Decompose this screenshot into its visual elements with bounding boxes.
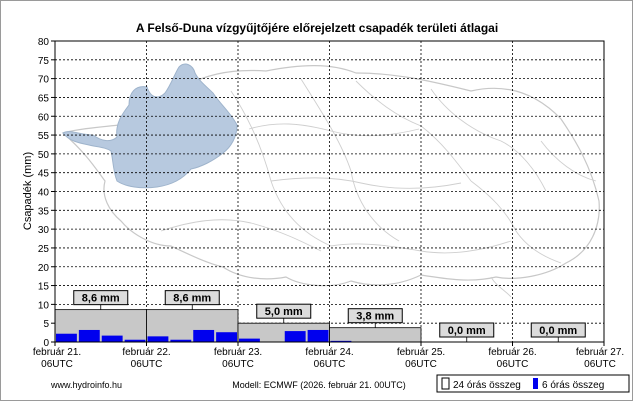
daily-value-box bbox=[347, 308, 403, 324]
six-hour-bar bbox=[239, 338, 260, 342]
y-tick-label: 45 bbox=[38, 169, 50, 180]
six-hour-bar bbox=[147, 336, 169, 342]
x-tick-label-date: február 27. bbox=[576, 347, 624, 358]
y-tick-label: 50 bbox=[38, 150, 50, 161]
model-info: Modell: ECMWF (2026. február 21. 00UTC) bbox=[232, 380, 406, 390]
six-hour-bar bbox=[170, 339, 192, 342]
y-tick-label: 20 bbox=[38, 263, 50, 274]
x-tick-label-time: 06UTC bbox=[584, 359, 616, 370]
y-tick-label: 15 bbox=[38, 282, 50, 293]
y-tick-label: 35 bbox=[38, 206, 50, 217]
daily-value-label: 0,0 mm bbox=[448, 325, 486, 337]
x-tick-label-date: február 25. bbox=[397, 347, 445, 358]
legend-daily-label: 24 órás összeg bbox=[453, 380, 521, 391]
legend-daily-swatch bbox=[441, 377, 450, 390]
map-inner-line-9 bbox=[270, 177, 462, 189]
daily-value-box bbox=[164, 290, 220, 306]
basin-outline-map bbox=[61, 65, 600, 287]
y-tick-label: 10 bbox=[38, 300, 50, 311]
daily-value-label: 8,6 mm bbox=[173, 293, 211, 305]
map-inner-line-10 bbox=[540, 140, 597, 182]
chart-title: A Felső-Duna vízgyűjtőjére előrejelzett … bbox=[136, 21, 498, 35]
x-tick-label-date: február 26. bbox=[488, 347, 536, 358]
y-tick-label: 60 bbox=[38, 112, 50, 123]
y-tick-label: 5 bbox=[43, 319, 49, 330]
six-hour-bars bbox=[56, 329, 352, 342]
six-hour-bar bbox=[78, 329, 100, 342]
upper-danube-basin bbox=[62, 63, 238, 189]
daily-value-box bbox=[439, 322, 495, 338]
x-tick-label-time: 06UTC bbox=[497, 359, 529, 370]
y-tick-label: 55 bbox=[38, 131, 50, 142]
daily-value-label: 0,0 mm bbox=[539, 325, 577, 337]
map-inner-line-2 bbox=[300, 78, 400, 242]
grid-lines bbox=[55, 41, 604, 342]
daily-bars bbox=[54, 309, 422, 343]
y-tick-label: 75 bbox=[38, 56, 50, 67]
y-tick-label: 30 bbox=[38, 225, 50, 236]
legend-six-hour-swatch bbox=[533, 378, 538, 389]
daily-bar bbox=[329, 327, 422, 343]
six-hour-bar bbox=[124, 339, 146, 342]
daily-value-box bbox=[73, 290, 129, 306]
y-tick-label: 40 bbox=[38, 188, 50, 199]
x-tick-label-time: 06UTC bbox=[314, 359, 346, 370]
x-tick-label-date: február 22. bbox=[122, 347, 170, 358]
six-hour-bar bbox=[284, 331, 306, 342]
y-axis: 0 5 10 15 20 25 30 35 40 45 50 55 60 65 70 75 80 bbox=[38, 37, 55, 349]
plot-border bbox=[54, 40, 605, 343]
x-tick-label-time: 06UTC bbox=[41, 359, 73, 370]
six-hour-bar bbox=[307, 329, 329, 342]
legend: 24 órás összeg 6 órás összeg bbox=[436, 374, 630, 393]
six-hour-bar bbox=[216, 332, 237, 342]
catchment-map bbox=[61, 63, 600, 298]
six-hour-bar bbox=[193, 329, 215, 342]
x-tick-label-date: február 24. bbox=[305, 347, 353, 358]
y-tick-label: 80 bbox=[38, 37, 50, 48]
six-hour-bar bbox=[101, 335, 123, 342]
six-hour-bar bbox=[330, 340, 352, 342]
daily-value-labels: 8,6 mm 8,6 mm 5,0 mm 3,8 mm 0,0 mm 0,0 mm bbox=[73, 290, 586, 342]
legend-six-hour-label: 6 órás összeg bbox=[542, 380, 604, 391]
six-hour-bar bbox=[56, 333, 77, 342]
map-inner-line-8 bbox=[248, 123, 420, 137]
daily-value-label: 5,0 mm bbox=[265, 306, 303, 318]
daily-value-label: 8,6 mm bbox=[82, 293, 120, 305]
x-tick-label-time: 06UTC bbox=[222, 359, 254, 370]
y-tick-label: 65 bbox=[38, 93, 50, 104]
y-tick-label: 0 bbox=[43, 338, 49, 349]
daily-value-label: 3,8 mm bbox=[356, 311, 394, 323]
y-tick-label: 25 bbox=[38, 244, 50, 255]
x-tick-label-date: február 23. bbox=[214, 347, 262, 358]
map-inner-line-5 bbox=[160, 219, 322, 252]
map-inner-line-11 bbox=[490, 276, 512, 298]
y-tick-label: 70 bbox=[38, 75, 50, 86]
x-tick-label-time: 06UTC bbox=[131, 359, 163, 370]
source-website: www.hydroinfo.hu bbox=[50, 380, 122, 390]
x-tick-label-time: 06UTC bbox=[405, 359, 437, 370]
daily-value-box bbox=[530, 322, 586, 338]
daily-value-box bbox=[256, 303, 312, 319]
x-tick-label-date: február 21. bbox=[33, 347, 81, 358]
map-inner-line-7 bbox=[470, 180, 562, 264]
y-axis-label: Csapadék (mm) bbox=[22, 152, 34, 230]
